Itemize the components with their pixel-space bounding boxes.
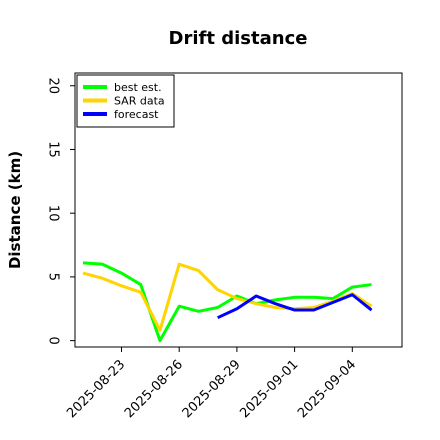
y-tick-label: 0 bbox=[46, 336, 61, 344]
plot-frame bbox=[74, 72, 403, 348]
y-tick-label: 15 bbox=[46, 141, 61, 158]
plot-area bbox=[74, 72, 403, 348]
y-tick-label: 10 bbox=[46, 205, 61, 222]
legend-label-forecast: forecast bbox=[114, 108, 159, 121]
y-tick-label: 5 bbox=[46, 273, 61, 281]
legend-label-best-est: best est. bbox=[114, 81, 162, 94]
series-line-best-est bbox=[82, 261, 372, 343]
series-line-sar-data bbox=[82, 262, 373, 332]
y-tick-label: 20 bbox=[46, 77, 61, 94]
legend-label-sar-data: SAR data bbox=[114, 95, 165, 108]
y-axis-label: Distance (km) bbox=[6, 151, 24, 269]
series-layer bbox=[82, 261, 373, 343]
series-line-forecast bbox=[217, 293, 373, 320]
chart-title: Drift distance bbox=[169, 28, 308, 49]
